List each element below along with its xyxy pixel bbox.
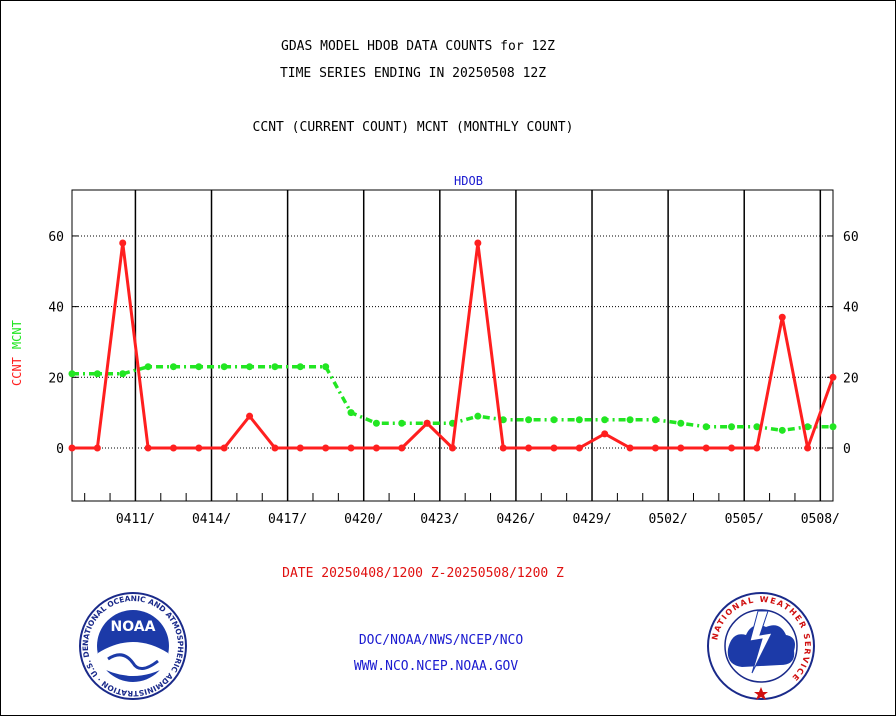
noaa-logo: NATIONAL OCEANIC AND ATMOSPHERIC ADMINIS… bbox=[78, 591, 187, 700]
x-tick-label: 0417/ bbox=[268, 512, 307, 527]
series-ccnt-point bbox=[474, 239, 482, 247]
y-tick-label-right: 40 bbox=[843, 301, 859, 316]
series-mcnt-point bbox=[322, 363, 330, 371]
series-ccnt-point bbox=[347, 444, 355, 452]
series-mcnt-point bbox=[575, 416, 583, 424]
x-tick-label: 0411/ bbox=[116, 512, 155, 527]
series-ccnt-point bbox=[398, 444, 406, 452]
y-tick-label-left: 40 bbox=[48, 301, 64, 316]
x-tick-label: 0420/ bbox=[344, 512, 383, 527]
series-mcnt-point bbox=[651, 416, 659, 424]
series-mcnt-point bbox=[169, 363, 177, 371]
y-tick-label-left: 0 bbox=[56, 442, 64, 457]
series-ccnt-point bbox=[372, 444, 380, 452]
series-ccnt-point bbox=[626, 444, 634, 452]
series-mcnt-point bbox=[246, 363, 254, 371]
series-ccnt-point bbox=[829, 373, 837, 381]
series-ccnt-point bbox=[753, 444, 761, 452]
series-ccnt-point bbox=[246, 412, 254, 420]
series-mcnt-point bbox=[144, 363, 152, 371]
series-ccnt-point bbox=[651, 444, 659, 452]
date-range-label: DATE 20250408/1200 Z-20250508/1200 Z bbox=[282, 566, 564, 581]
series-ccnt-point bbox=[677, 444, 685, 452]
series-ccnt-point bbox=[550, 444, 558, 452]
series-mcnt-point bbox=[804, 423, 812, 431]
series-mcnt-point bbox=[474, 412, 482, 420]
panel-label-hdob: HDOB bbox=[454, 174, 483, 188]
series-mcnt-point bbox=[347, 409, 355, 417]
website-label: WWW.NCO.NCEP.NOAA.GOV bbox=[353, 659, 519, 674]
series-mcnt-point bbox=[550, 416, 558, 424]
series-mcnt-point bbox=[525, 416, 533, 424]
y-tick-label-left: 20 bbox=[48, 371, 64, 386]
series-mcnt-point bbox=[372, 419, 380, 427]
series-ccnt-point bbox=[195, 444, 203, 452]
nws-logo: NATIONAL WEATHER SERVICE bbox=[707, 592, 815, 700]
series-ccnt-point bbox=[728, 444, 736, 452]
y-tick-label-right: 0 bbox=[843, 442, 851, 457]
series-ccnt-line bbox=[72, 241, 835, 450]
series-mcnt-point bbox=[220, 363, 228, 371]
series-mcnt-point bbox=[119, 370, 127, 378]
x-tick-label: 0414/ bbox=[192, 512, 231, 527]
series-ccnt-point bbox=[575, 444, 583, 452]
series-ccnt-point bbox=[68, 444, 76, 452]
y-axis-label-ccnt: CCNT bbox=[10, 357, 24, 386]
series-mcnt-point bbox=[728, 423, 736, 431]
series-mcnt-point bbox=[601, 416, 609, 424]
series-mcnt-point bbox=[778, 426, 786, 434]
series-ccnt-point bbox=[271, 444, 279, 452]
y-tick-label-right: 60 bbox=[843, 230, 859, 245]
series-mcnt-point bbox=[271, 363, 279, 371]
series-mcnt-point bbox=[195, 363, 203, 371]
chart-title-line2: TIME SERIES ENDING IN 20250508 12Z bbox=[279, 66, 547, 81]
series-mcnt-point bbox=[93, 370, 101, 378]
series-ccnt-point bbox=[778, 313, 786, 321]
series-ccnt-point bbox=[525, 444, 533, 452]
series-ccnt-point bbox=[702, 444, 710, 452]
x-tick-label: 0505/ bbox=[725, 512, 764, 527]
series-ccnt-point bbox=[423, 419, 431, 427]
series-mcnt-point bbox=[829, 423, 837, 431]
series-ccnt-point bbox=[169, 444, 177, 452]
y-axis-label: CCNT MCNT bbox=[10, 320, 24, 386]
series-ccnt-point bbox=[322, 444, 330, 452]
y-axis-label-mcnt: MCNT bbox=[10, 320, 24, 349]
plot-area-border bbox=[71, 189, 834, 502]
noaa-logo-text: NOAA bbox=[111, 619, 156, 635]
org-path-label: DOC/NOAA/NWS/NCEP/NCO bbox=[358, 633, 524, 648]
series-mcnt-point bbox=[398, 419, 406, 427]
series-mcnt-point bbox=[499, 416, 507, 424]
series-ccnt-point bbox=[449, 444, 456, 452]
series-ccnt-point bbox=[296, 444, 304, 452]
series-mcnt-point bbox=[677, 419, 685, 427]
x-tick-label: 0426/ bbox=[496, 512, 535, 527]
series-ccnt-point bbox=[499, 444, 507, 452]
chart-subtitle: CCNT (CURRENT COUNT) MCNT (MONTHLY COUNT… bbox=[252, 120, 574, 135]
series-mcnt-point bbox=[753, 423, 761, 431]
series-ccnt-point bbox=[804, 444, 812, 452]
series-ccnt-point bbox=[601, 430, 609, 438]
y-tick-label-left: 60 bbox=[48, 230, 64, 245]
y-tick-label-right: 20 bbox=[843, 371, 859, 386]
series-ccnt-point bbox=[220, 444, 228, 452]
series-ccnt-point bbox=[93, 444, 101, 452]
series-mcnt-point bbox=[626, 416, 634, 424]
x-tick-label: 0508/ bbox=[801, 512, 840, 527]
series-ccnt-point bbox=[119, 239, 127, 247]
series-mcnt-point bbox=[702, 423, 710, 431]
chart-title-line1: GDAS MODEL HDOB DATA COUNTS for 12Z bbox=[281, 39, 555, 54]
series-mcnt-point bbox=[68, 370, 76, 378]
x-tick-label: 0429/ bbox=[572, 512, 611, 527]
series-ccnt-point bbox=[144, 444, 152, 452]
x-tick-label: 0423/ bbox=[420, 512, 459, 527]
x-tick-label: 0502/ bbox=[649, 512, 688, 527]
series-mcnt-point bbox=[296, 363, 304, 371]
